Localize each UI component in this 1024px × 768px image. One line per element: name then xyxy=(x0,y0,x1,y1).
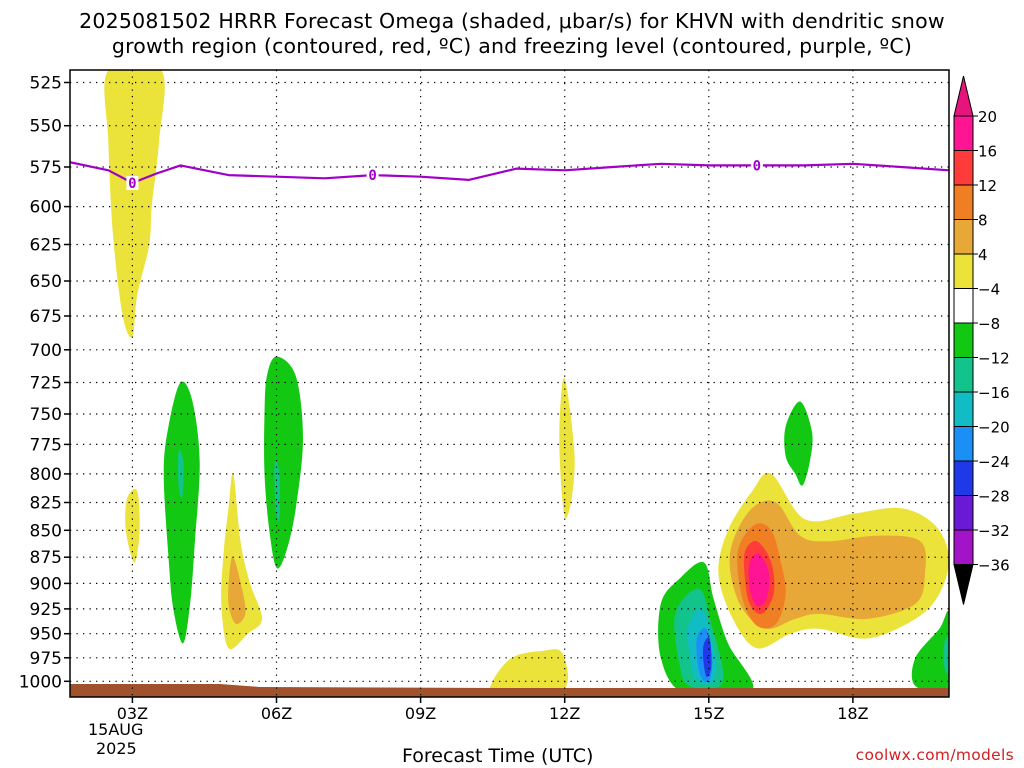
colorbar-label: −20 xyxy=(978,419,1010,437)
colorbar-swatch xyxy=(953,184,974,220)
y-tick-label: 950 xyxy=(30,625,62,645)
colorbar-label: 16 xyxy=(978,143,997,161)
colorbar-label: −8 xyxy=(978,315,1000,333)
colorbar-label: 8 xyxy=(978,212,988,230)
x-tick-label: 09Z xyxy=(405,704,436,723)
y-tick-label: 925 xyxy=(30,600,62,620)
colorbar-swatch xyxy=(953,150,974,186)
y-tick-label: 975 xyxy=(30,649,62,669)
omega-shaded-regions xyxy=(104,70,949,697)
colorbar-swatch xyxy=(953,357,974,393)
y-tick-label: 525 xyxy=(30,74,62,94)
colorbar-swatch xyxy=(953,529,974,565)
colorbar-label: 4 xyxy=(978,246,988,264)
colorbar-swatch xyxy=(953,253,974,289)
colorbar-label: −16 xyxy=(978,384,1010,402)
x-tick-label: 15Z xyxy=(693,704,724,723)
y-axis-pressure: 525 550 575 600 625 650 675 700 725 750 775 800 825 8… xyxy=(19,74,70,692)
omega-region-neg20 xyxy=(702,637,712,678)
omega-region-neg4 xyxy=(163,381,200,644)
colorbar-swatch xyxy=(953,495,974,531)
freezing-level-label: 0 xyxy=(753,158,761,174)
freezing-label-bg xyxy=(126,176,139,190)
colorbar-top-arrow xyxy=(953,75,974,117)
y-tick-label: 675 xyxy=(30,307,62,327)
freezing-level-contour: 0 0 0 xyxy=(70,158,949,192)
y-tick-label: 775 xyxy=(30,435,62,455)
colorbar-swatch xyxy=(953,219,974,255)
x-tick-label: 06Z xyxy=(261,704,292,723)
ground-surface xyxy=(70,684,949,697)
ground-strip xyxy=(70,684,949,697)
colorbar-swatch xyxy=(953,288,974,324)
date-year-label: 2025 xyxy=(96,739,137,758)
y-tick-label: 625 xyxy=(30,236,62,256)
omega-region-neg8 xyxy=(943,636,949,674)
freezing-label-bg xyxy=(750,158,763,173)
y-tick-label: 900 xyxy=(30,574,62,594)
colorbar-swatch xyxy=(953,391,974,427)
x-tick-label: 03Z xyxy=(117,704,148,723)
freezing-level-label: 0 xyxy=(368,168,376,184)
colorbar: 20 16 12 8 4 −4 −8 −12 −16 −20 −24 −28 −32 −36 xyxy=(953,75,1010,605)
chart-title-line2: growth region (contoured, red, ºC) and f… xyxy=(111,34,913,58)
colorbar-swatch xyxy=(953,322,974,358)
credit-link[interactable]: coolwx.com/models xyxy=(855,746,1014,764)
freezing-level-label: 0 xyxy=(128,176,136,192)
y-tick-label: 750 xyxy=(30,405,62,425)
colorbar-label: 20 xyxy=(978,108,997,126)
y-tick-label: 875 xyxy=(30,548,62,568)
omega-region-pos4 xyxy=(559,377,575,519)
y-tick-label: 575 xyxy=(30,158,62,178)
colorbar-label: −12 xyxy=(978,350,1010,368)
omega-region-neg4 xyxy=(911,611,949,694)
colorbar-swatch xyxy=(953,460,974,496)
y-tick-label: 725 xyxy=(30,374,62,394)
y-tick-label: 550 xyxy=(30,117,62,137)
x-tick-label: 18Z xyxy=(837,704,868,723)
omega-region-neg8 xyxy=(274,460,280,522)
x-tick-label: 12Z xyxy=(549,704,580,723)
omega-region-neg4 xyxy=(264,356,303,569)
omega-region-pos4 xyxy=(489,649,569,695)
colorbar-label: −36 xyxy=(978,557,1010,575)
y-tick-label: 800 xyxy=(30,465,62,485)
chart-title-line1: 2025081502 HRRR Forecast Omega (shaded, … xyxy=(79,9,945,33)
omega-region-pos4 xyxy=(104,70,165,338)
colorbar-swatch xyxy=(953,426,974,462)
colorbar-label: −28 xyxy=(978,488,1010,506)
y-tick-label: 650 xyxy=(30,272,62,292)
colorbar-label: −24 xyxy=(978,453,1010,471)
plot-frame xyxy=(69,69,950,698)
y-tick-label: 850 xyxy=(30,521,62,541)
x-axis-time: 03Z 06Z 09Z 12Z 15Z 18Z xyxy=(117,697,869,723)
omega-region-pos4 xyxy=(221,473,263,650)
colorbar-label: −32 xyxy=(978,522,1010,540)
omega-region-pos20 xyxy=(748,553,770,607)
gridlines xyxy=(70,70,949,697)
colorbar-bottom-arrow xyxy=(953,564,974,605)
freezing-level-line xyxy=(70,161,949,185)
y-tick-label: 700 xyxy=(30,341,62,361)
omega-region-neg4 xyxy=(784,401,813,486)
omega-region-pos8 xyxy=(228,556,246,625)
colorbar-label: 12 xyxy=(978,177,997,195)
x-axis-title: Forecast Time (UTC) xyxy=(402,745,594,767)
y-tick-label: 825 xyxy=(30,494,62,514)
colorbar-label: −4 xyxy=(978,281,1000,299)
y-tick-label: 600 xyxy=(30,198,62,218)
colorbar-swatch xyxy=(953,115,974,151)
date-day-label: 15AUG xyxy=(88,720,144,739)
y-tick-label: 1000 xyxy=(19,672,62,692)
freezing-label-bg xyxy=(366,168,379,183)
